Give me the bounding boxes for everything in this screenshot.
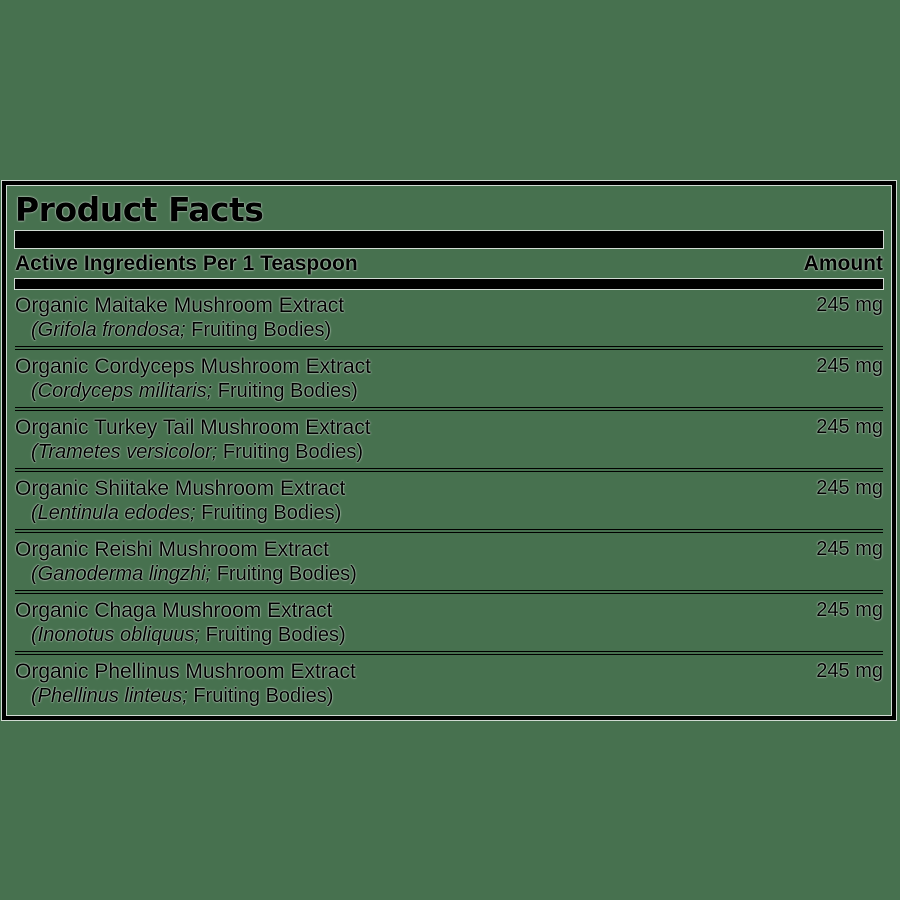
thick-divider-bar [15,231,883,248]
ingredient-row-chaga: Organic Chaga Mushroom Extract 245 mg (I… [15,594,883,651]
column-header-amount: Amount [803,252,883,275]
ingredient-name: Organic Maitake Mushroom Extract [15,294,345,317]
ingredient-name: Organic Chaga Mushroom Extract [15,599,333,622]
ingredient-detail: Fruiting Bodies) [191,319,332,341]
panel-title: Product Facts [15,190,264,229]
ingredient-row-reishi: Organic Reishi Mushroom Extract 245 mg (… [15,533,883,590]
medium-divider-bar [15,279,883,289]
ingredient-amount: 245 mg [816,538,883,560]
ingredient-latin-name: (Trametes versicolor; [31,441,218,463]
ingredient-name: Organic Turkey Tail Mushroom Extract [15,416,371,439]
ingredient-amount: 245 mg [816,294,883,316]
ingredient-row-turkey-tail: Organic Turkey Tail Mushroom Extract 245… [15,411,883,468]
ingredient-amount: 245 mg [816,355,883,377]
ingredient-name: Organic Reishi Mushroom Extract [15,538,329,561]
ingredient-row-cordyceps: Organic Cordyceps Mushroom Extract 245 m… [15,350,883,407]
ingredient-amount: 245 mg [816,660,883,682]
ingredient-row-phellinus: Organic Phellinus Mushroom Extract 245 m… [15,655,883,712]
ingredient-amount: 245 mg [816,477,883,499]
row-separator [15,407,883,411]
ingredient-detail: Fruiting Bodies) [201,502,342,524]
row-separator [15,529,883,533]
row-separator [15,590,883,594]
ingredient-latin-name: (Ganoderma lingzhi; [31,563,212,585]
ingredient-name: Organic Cordyceps Mushroom Extract [15,355,371,378]
ingredient-detail: Fruiting Bodies) [222,441,363,463]
ingredient-latin-name: (Phellinus linteus; [31,685,188,707]
ingredient-name: Organic Phellinus Mushroom Extract [15,660,356,683]
ingredient-detail: Fruiting Bodies) [193,685,334,707]
product-facts-panel: Product Facts Active Ingredients Per 1 T… [2,181,896,720]
ingredient-latin-name: (Grifola frondosa; [31,319,186,341]
ingredient-latin-name: (Lentinula edodes; [31,502,196,524]
ingredient-latin-name: (Inonotus obliquus; [31,624,201,646]
ingredient-detail: Fruiting Bodies) [216,563,357,585]
ingredient-detail: Fruiting Bodies) [217,380,358,402]
ingredient-name: Organic Shiitake Mushroom Extract [15,477,346,500]
row-separator [15,468,883,472]
ingredient-amount: 245 mg [816,416,883,438]
column-header-row: Active Ingredients Per 1 Teaspoon Amount [15,248,883,279]
ingredient-latin-name: (Cordyceps militaris; [31,380,213,402]
ingredient-detail: Fruiting Bodies) [205,624,346,646]
ingredient-row-shiitake: Organic Shiitake Mushroom Extract 245 mg… [15,472,883,529]
row-separator [15,651,883,655]
row-separator [15,346,883,350]
column-header-ingredients: Active Ingredients Per 1 Teaspoon [15,252,358,275]
ingredient-row-maitake: Organic Maitake Mushroom Extract 245 mg … [15,289,883,346]
ingredient-amount: 245 mg [816,599,883,621]
